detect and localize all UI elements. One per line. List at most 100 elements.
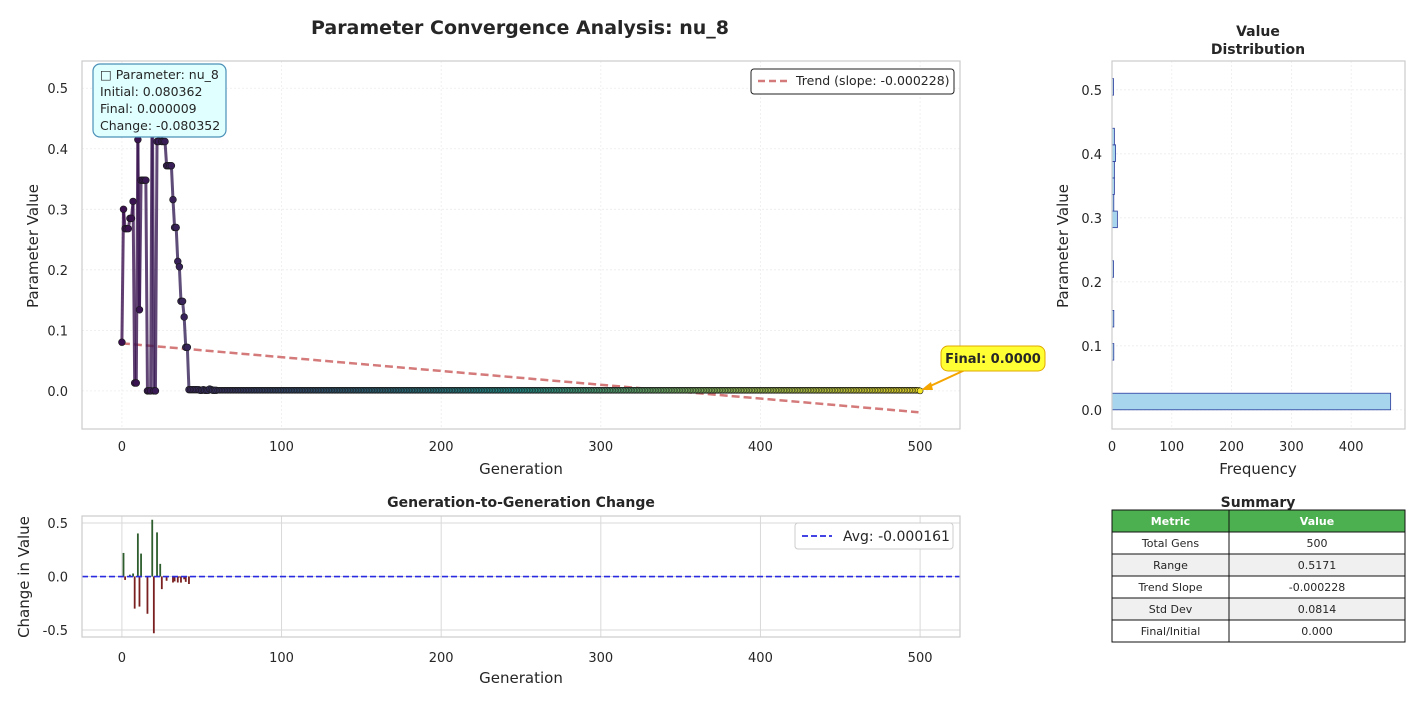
change-title: Generation-to-Generation Change	[387, 495, 655, 511]
main-x-tick-label: 500	[908, 440, 933, 455]
distribution-bar	[1111, 392, 1392, 411]
change-y-tick-label: 0.5	[47, 517, 68, 532]
change-x-tick-label: 100	[269, 651, 294, 666]
main-legend: Trend (slope: -0.000228)	[750, 68, 955, 95]
change-bar	[180, 576, 182, 583]
convergence-point	[129, 197, 137, 206]
parameter-info-box: □ Parameter: nu_8 Initial: 0.080362 Fina…	[92, 63, 227, 138]
change-legend: Avg: -0.000161	[794, 522, 954, 550]
convergence-point	[124, 224, 132, 233]
final-value-annotation: Final: 0.0000	[921, 345, 1046, 390]
distribution-x-axis-label: Frequency	[1219, 460, 1297, 478]
main-y-tick-label: 0.1	[47, 324, 68, 339]
change-bar	[156, 532, 158, 577]
change-y-tick-label: -0.5	[43, 624, 68, 639]
change-bar	[159, 563, 162, 577]
convergence-line-segment	[131, 199, 137, 385]
convergence-point	[119, 205, 128, 213]
convergence-point	[127, 214, 136, 223]
change-bar	[122, 552, 125, 577]
change-bar	[124, 576, 127, 580]
change-bar	[152, 576, 155, 634]
change-bar	[178, 576, 181, 578]
distribution-title-line-2: Distribution	[1211, 42, 1305, 58]
summary-metric-value: 500	[1307, 537, 1328, 550]
summary-metric-label: Range	[1153, 559, 1188, 572]
convergence-point	[183, 343, 192, 351]
main-y-tick-label: 0.2	[47, 264, 68, 279]
convergence-line-segment	[182, 315, 188, 349]
trend-line	[121, 342, 919, 414]
summary-metric-value: -0.000228	[1289, 581, 1345, 594]
change-x-tick-label: 400	[748, 651, 773, 666]
main-x-tick-label: 300	[588, 440, 613, 455]
change-bar	[128, 574, 131, 577]
change-bar	[136, 533, 139, 577]
main-y-tick-label: 0.0	[47, 385, 68, 400]
distribution-x-tick-label: 400	[1339, 440, 1364, 455]
info-line-change: Change: -0.080352	[100, 118, 220, 133]
distribution-x-tick-label: 0	[1108, 440, 1116, 455]
change-y-axis-label: Change in Value	[15, 516, 33, 638]
distribution-y-tick-label: 0.3	[1081, 212, 1102, 227]
distribution-bar	[1111, 210, 1118, 229]
change-x-tick-label: 500	[908, 651, 933, 666]
change-bar	[132, 573, 134, 577]
main-x-tick-label: 0	[118, 440, 126, 455]
distribution-title-line-1: Value	[1236, 24, 1280, 40]
distribution-plot-frame	[1111, 60, 1406, 430]
convergence-point	[132, 379, 140, 387]
change-bar	[188, 576, 190, 584]
summary-metric-value: 0.000	[1301, 625, 1333, 638]
distribution-y-tick-label: 0.2	[1081, 276, 1102, 291]
summary-table: Summary Metric Value Total Gens 500 Range 0.5…	[1111, 495, 1406, 643]
convergence-line-segment	[185, 345, 191, 392]
convergence-point	[172, 223, 180, 232]
convergence-line-segment	[177, 265, 183, 303]
distribution-panel: Value Distribution 0 100 200 300 400 0.0 0.1 0…	[1054, 24, 1406, 478]
convergence-panel: Parameter Convergence Analysis: nu_8 0 10…	[24, 17, 1046, 478]
convergence-point	[180, 313, 188, 321]
change-plot-frame	[81, 515, 961, 638]
change-bar	[184, 576, 187, 582]
change-panel: Generation-to-Generation Change 0 100 200 3…	[15, 495, 961, 687]
summary-metric-value: 0.0814	[1298, 603, 1337, 616]
convergence-line-segment	[163, 140, 169, 168]
convergence-point	[135, 306, 144, 314]
change-y-tick-label: 0.0	[47, 571, 68, 586]
info-line-initial: Initial: 0.080362	[100, 84, 202, 99]
main-plot-frame	[81, 60, 961, 430]
summary-metric-label: Std Dev	[1149, 603, 1193, 616]
main-y-tick-label: 0.3	[47, 203, 68, 218]
summary-header-label: Value	[1300, 515, 1334, 528]
change-bar	[151, 519, 154, 577]
summary-metric-label: Total Gens	[1141, 537, 1199, 550]
convergence-point	[169, 195, 177, 204]
change-bar	[183, 576, 186, 580]
convergence-line-segment	[171, 198, 177, 229]
convergence-point	[175, 263, 184, 271]
change-x-tick-label: 300	[588, 651, 613, 666]
final-value-label: Final: 0.0000	[945, 352, 1041, 367]
convergence-point	[142, 176, 150, 184]
convergence-point	[151, 387, 160, 395]
convergence-line-segment	[174, 225, 180, 263]
convergence-point	[167, 162, 176, 170]
main-title: Parameter Convergence Analysis: nu_8	[311, 17, 729, 39]
main-x-axis-label: Generation	[479, 460, 563, 478]
convergence-point	[916, 387, 924, 395]
main-y-tick-label: 0.4	[47, 143, 68, 158]
convergence-line-segment	[137, 178, 143, 312]
convergence-line-segment	[169, 164, 175, 202]
convergence-point	[161, 137, 169, 146]
summary-metric-label: Trend Slope	[1137, 581, 1202, 594]
main-x-tick-label: 400	[748, 440, 773, 455]
distribution-y-tick-label: 0.4	[1081, 148, 1102, 163]
change-bar	[173, 576, 176, 582]
summary-title: Summary	[1221, 495, 1296, 511]
change-bar	[146, 576, 149, 614]
distribution-y-tick-label: 0.0	[1081, 404, 1102, 419]
main-x-tick-label: 100	[269, 440, 294, 455]
summary-cell-bg	[1228, 619, 1406, 643]
